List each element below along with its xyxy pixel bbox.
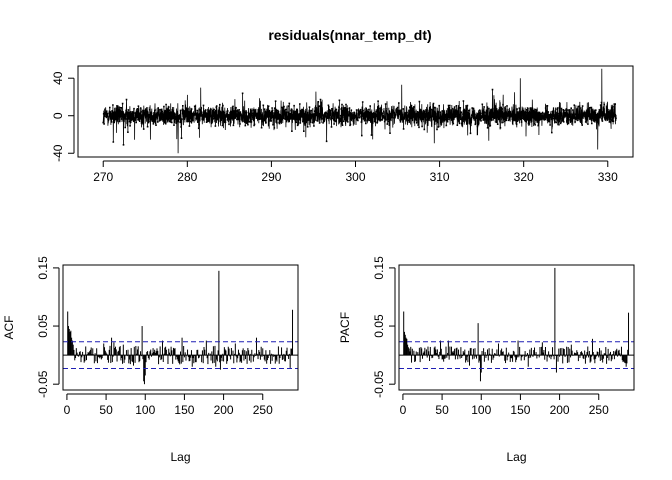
pacf-y-tick-label: 0.15 (372, 256, 386, 280)
pacf-x-tick-label: 150 (510, 403, 530, 417)
acf-x-tick-label: 100 (135, 403, 155, 417)
pacf-x-axis: 0 50 100 150 200 250 (400, 393, 609, 417)
acf-x-label: Lag (170, 450, 190, 464)
acf-x-tick-label: 0 (64, 403, 71, 417)
acf-spikes (67, 270, 294, 385)
residuals-y-tick-label: 40 (51, 71, 65, 85)
pacf-panel: 0 50 100 150 200 250 -0.05 0.05 0.15 Lag PACF (338, 256, 635, 464)
residuals-y-axis: -40 0 40 (51, 71, 75, 162)
pacf-y-label: PACF (338, 312, 352, 343)
pacf-x-tick-label: 200 (550, 403, 570, 417)
pacf-x-tick-label: 50 (435, 403, 449, 417)
residuals-x-tick-label: 300 (345, 170, 365, 184)
residuals-plot-frame (77, 65, 634, 158)
pacf-y-axis: -0.05 0.05 0.15 (372, 256, 396, 398)
pacf-x-tick-label: 0 (400, 403, 407, 417)
pacf-y-tick-label: 0.05 (372, 314, 386, 338)
residuals-title: residuals(nnar_temp_dt) (268, 27, 431, 43)
residuals-series (102, 68, 617, 154)
residuals-y-tick-label: 0 (51, 112, 65, 119)
pacf-x-tick-label: 250 (589, 403, 609, 417)
acf-y-axis: -0.05 0.05 0.15 (36, 256, 60, 398)
residuals-y-tick-label: -40 (51, 144, 65, 162)
acf-x-tick-label: 150 (174, 403, 194, 417)
acf-y-tick-label: 0.15 (36, 256, 50, 280)
residuals-x-tick-label: 310 (430, 170, 450, 184)
pacf-spikes (403, 267, 630, 382)
residuals-points (102, 88, 617, 146)
acf-panel: 0 50 100 150 200 250 -0.05 0.05 0.15 Lag ACF (2, 256, 299, 464)
acf-x-tick-label: 200 (214, 403, 234, 417)
pacf-x-tick-label: 100 (471, 403, 491, 417)
pacf-plot-frame (398, 264, 635, 391)
residuals-x-tick-label: 320 (514, 170, 534, 184)
acf-y-tick-label: 0.05 (36, 314, 50, 338)
acf-y-label: ACF (2, 316, 16, 340)
residuals-x-tick-label: 270 (93, 170, 113, 184)
acf-plot-frame (62, 264, 299, 391)
acf-x-axis: 0 50 100 150 200 250 (64, 393, 273, 417)
residuals-x-axis: 270 280 290 300 310 320 330 (93, 160, 618, 184)
acf-y-tick-label: -0.05 (36, 370, 50, 398)
acf-x-tick-label: 50 (99, 403, 113, 417)
acf-x-tick-label: 250 (253, 403, 273, 417)
residuals-x-tick-label: 280 (177, 170, 197, 184)
pacf-y-tick-label: -0.05 (372, 370, 386, 398)
residuals-panel: residuals(nnar_temp_dt) 270 280 290 300 310 3… (51, 27, 634, 184)
residuals-x-tick-label: 290 (261, 170, 281, 184)
pacf-x-label: Lag (506, 450, 526, 464)
residuals-x-tick-label: 330 (598, 170, 618, 184)
